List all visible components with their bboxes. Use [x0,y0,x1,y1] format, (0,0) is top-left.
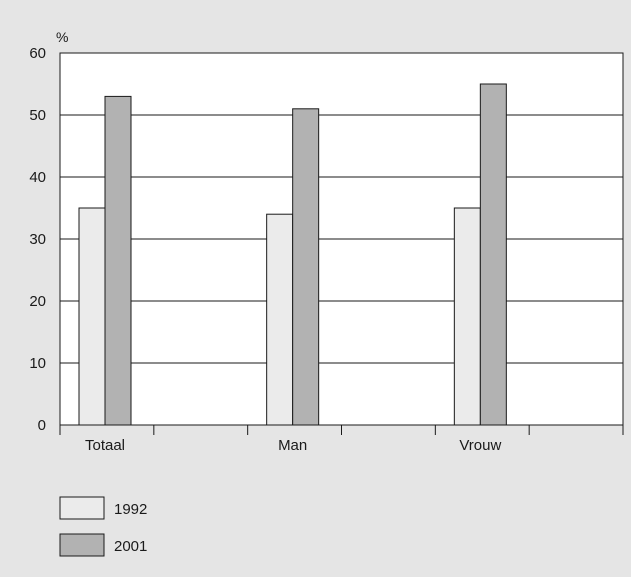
y-tick-label: 30 [29,231,46,248]
bar-1992-totaal [78,207,106,426]
y-tick-label: 60 [29,45,46,62]
y-tick-label: 0 [38,417,46,434]
bars [78,83,507,426]
bar-2001-vrouw [479,83,507,426]
y-tick-label: 40 [29,169,46,186]
x-category-label: Man [278,437,307,454]
bar-2001-totaal [104,95,132,426]
bar-1992-vrouw [453,207,481,426]
axes: 0 10 20 30 40 50 60 Totaal Man Vrouw [29,45,624,454]
legend-swatch-1992 [59,496,105,520]
bar-1992-man [266,213,294,426]
y-axis-unit-label: % [56,29,68,45]
x-category-label: Totaal [85,437,125,454]
legend-label: 2001 [114,538,147,555]
x-category-label: Vrouw [459,437,501,454]
legend: 1992 2001 [59,496,147,557]
y-tick-label: 20 [29,293,46,310]
grid [59,52,624,426]
bar-2001-man [292,108,320,426]
legend-swatch-2001 [59,533,105,557]
y-tick-label: 50 [29,107,46,124]
y-tick-label: 10 [29,355,46,372]
legend-label: 1992 [114,501,147,518]
